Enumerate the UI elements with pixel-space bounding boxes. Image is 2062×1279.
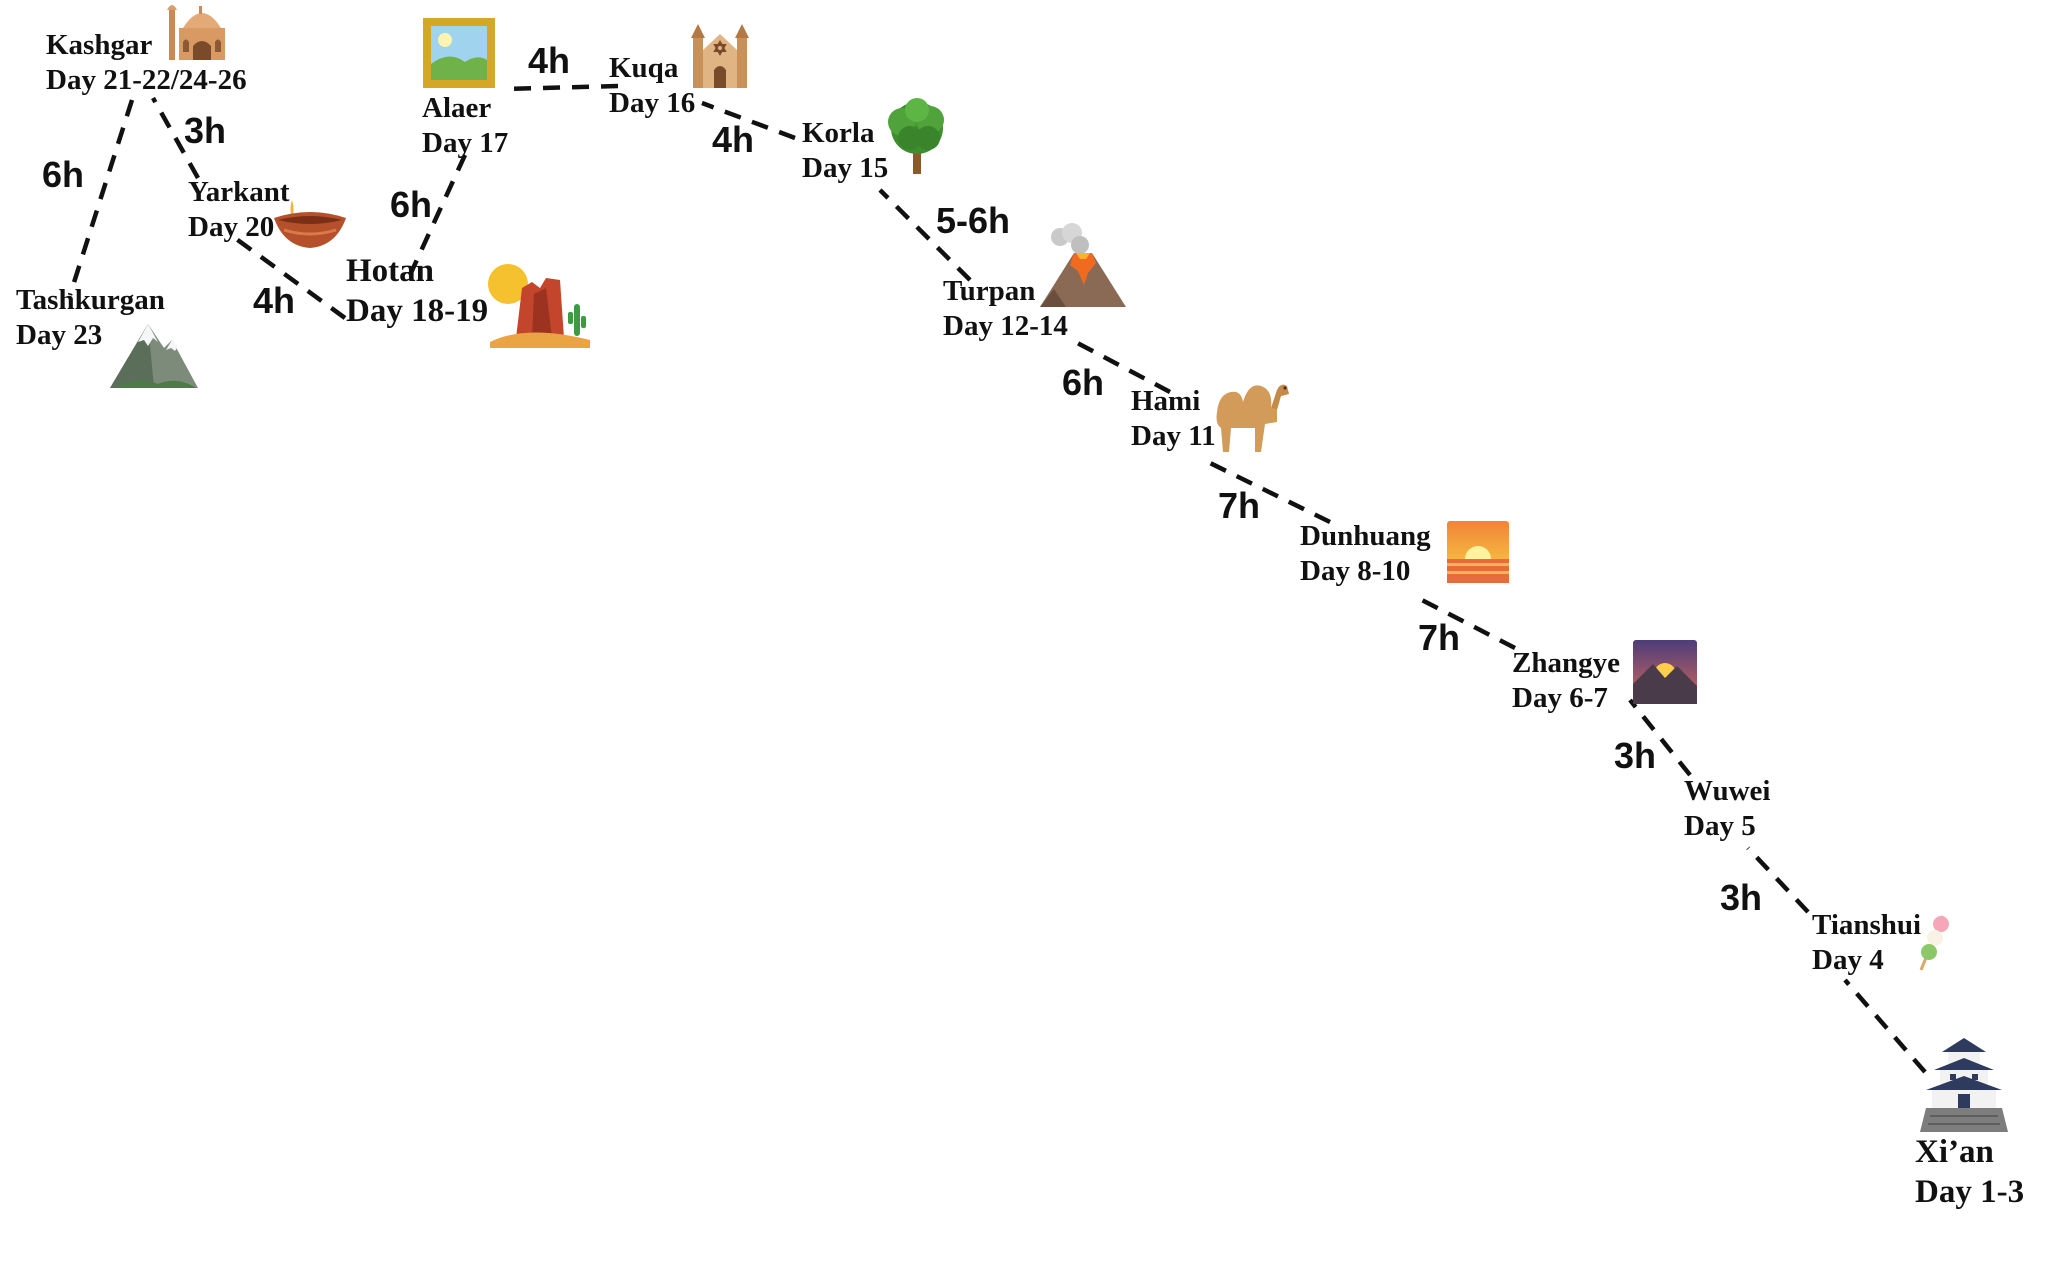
route-tianshui-wuwei <box>1746 846 1810 914</box>
diya-lamp-icon <box>274 200 346 248</box>
city-tianshui: Tianshui Day 4 <box>1812 908 1921 978</box>
synagogue-icon <box>691 24 749 88</box>
city-days: Day 16 <box>609 86 696 119</box>
city-yarkant: Yarkant Day 20 <box>188 175 290 245</box>
duration-xian-tianshui: 3h <box>1720 877 1763 918</box>
duration-kashgar-tashkurgan: 6h <box>42 154 85 195</box>
city-zhangye: Zhangye Day 6-7 <box>1512 646 1620 716</box>
route-xian-tianshui <box>1843 978 1927 1074</box>
city-name: Dunhuang <box>1300 520 1431 552</box>
city-xian: Xi’an Day 1-3 <box>1915 1133 2024 1212</box>
snow-capped-mountain-icon <box>110 324 198 388</box>
camel-icon <box>1216 384 1289 452</box>
duration-hami-turpan: 6h <box>1062 362 1105 403</box>
duration-hotan-yarkant: 4h <box>253 280 296 321</box>
city-days: Day 5 <box>1684 809 1756 842</box>
duration-tianshui-wuwei: 3h <box>1614 735 1657 776</box>
city-days: Day 23 <box>16 318 103 351</box>
route-zhangye-dunhuang <box>1416 596 1517 650</box>
city-name: Yarkant <box>188 176 290 208</box>
city-turpan: Turpan Day 12-14 <box>943 274 1068 344</box>
city-name: Tianshui <box>1812 909 1922 941</box>
duration-yarkant-kashgar: 3h <box>184 110 227 151</box>
sunset-icon <box>1447 521 1509 583</box>
city-name: Tashkurgan <box>16 284 165 316</box>
desert-icon <box>488 264 590 348</box>
city-tashkurgan: Tashkurgan Day 23 <box>16 283 165 353</box>
route-korla-kuqa <box>701 100 796 141</box>
route-wuwei-zhangye <box>1628 698 1692 777</box>
duration-turpan-korla: 5-6h <box>936 200 1011 241</box>
city-days: Day 15 <box>802 151 889 184</box>
city-name: Turpan <box>943 275 1036 307</box>
city-days: Day 18-19 <box>346 292 489 329</box>
city-hami: Hami Day 11 <box>1131 384 1216 454</box>
duration-kuqa-alaer: 4h <box>528 40 571 81</box>
city-days: Day 20 <box>188 210 275 243</box>
deciduous-tree-icon <box>888 98 944 174</box>
duration-zhangye-dunhuang: 7h <box>1418 617 1461 658</box>
dango-icon <box>1919 915 1949 971</box>
volcano-icon <box>1040 223 1126 307</box>
duration-dunhuang-hami: 7h <box>1218 485 1261 526</box>
city-korla: Korla Day 15 <box>802 116 888 186</box>
city-name: Kuqa <box>609 52 679 84</box>
city-name: Kashgar <box>46 29 153 61</box>
city-days: Day 12-14 <box>943 309 1068 342</box>
route-hotan-yarkant <box>233 236 347 320</box>
sunrise-over-mountains-icon <box>1633 640 1697 704</box>
mosque-icon <box>167 5 225 60</box>
city-days: Day 11 <box>1131 419 1216 452</box>
route-dunhuang-hami <box>1207 459 1331 525</box>
route-hami-turpan <box>1066 336 1172 394</box>
city-days: Day 21-22/24-26 <box>46 63 247 96</box>
city-alaer: Alaer Day 17 <box>422 91 508 161</box>
city-days: Day 17 <box>422 126 509 159</box>
city-name: Alaer <box>422 92 492 124</box>
city-name: Hami <box>1131 385 1201 417</box>
japanese-castle-icon <box>1920 1038 2008 1132</box>
route-alaer-hotan <box>407 154 468 276</box>
city-name: Hotan <box>346 253 435 289</box>
city-kashgar: Kashgar Day 21-22/24-26 <box>46 28 247 98</box>
city-dunhuang: Dunhuang Day 8-10 <box>1300 519 1431 589</box>
route-kashgar-tashkurgan <box>67 99 135 296</box>
city-name: Korla <box>802 117 875 149</box>
route-kuqa-alaer <box>504 83 619 92</box>
city-days: Day 1-3 <box>1915 1173 2025 1210</box>
duration-korla-kuqa: 4h <box>712 119 755 160</box>
city-days: Day 8-10 <box>1300 554 1411 587</box>
city-days: Day 4 <box>1812 943 1884 976</box>
city-kuqa: Kuqa Day 16 <box>609 51 695 121</box>
route-yarkant-kashgar <box>151 96 200 180</box>
city-hotan: Hotan Day 18-19 <box>346 252 488 331</box>
city-wuwei: Wuwei Day 5 <box>1684 774 1770 844</box>
city-days: Day 6-7 <box>1512 681 1608 714</box>
city-name: Zhangye <box>1512 647 1620 679</box>
city-name: Xi’an <box>1915 1134 1994 1170</box>
framed-picture-icon <box>423 18 495 88</box>
city-name: Wuwei <box>1684 775 1771 807</box>
duration-alaer-hotan: 6h <box>390 184 433 225</box>
route-turpan-korla <box>878 188 972 282</box>
